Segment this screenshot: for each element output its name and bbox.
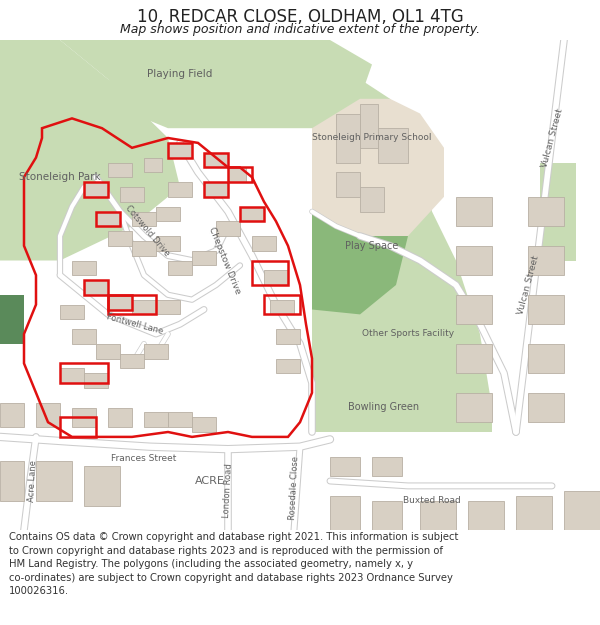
Polygon shape: [60, 40, 372, 128]
Polygon shape: [276, 329, 300, 344]
Polygon shape: [204, 152, 228, 168]
Polygon shape: [468, 501, 504, 530]
Text: Other Sports Facility: Other Sports Facility: [362, 329, 454, 339]
Text: Stoneleigh Park: Stoneleigh Park: [19, 173, 101, 182]
Text: Stoneleigh Primary School: Stoneleigh Primary School: [312, 134, 432, 142]
Text: Vulcan Street: Vulcan Street: [516, 254, 540, 316]
Polygon shape: [528, 392, 564, 422]
Polygon shape: [84, 466, 120, 506]
Polygon shape: [132, 300, 156, 314]
Text: Play Space: Play Space: [346, 241, 398, 251]
Polygon shape: [228, 168, 246, 182]
Polygon shape: [108, 162, 132, 177]
Polygon shape: [540, 162, 576, 261]
Polygon shape: [36, 402, 60, 427]
Text: Frances Street: Frances Street: [112, 454, 176, 464]
Polygon shape: [312, 148, 408, 314]
Polygon shape: [192, 418, 216, 432]
Polygon shape: [120, 187, 144, 202]
Polygon shape: [360, 104, 378, 148]
Polygon shape: [528, 246, 564, 275]
Polygon shape: [378, 128, 408, 162]
Polygon shape: [0, 461, 24, 501]
Text: 10, REDCAR CLOSE, OLDHAM, OL1 4TG: 10, REDCAR CLOSE, OLDHAM, OL1 4TG: [137, 8, 463, 26]
Polygon shape: [360, 187, 384, 211]
Polygon shape: [216, 221, 240, 236]
Polygon shape: [528, 344, 564, 373]
Polygon shape: [132, 211, 156, 226]
Polygon shape: [168, 143, 192, 158]
Polygon shape: [144, 158, 162, 172]
Polygon shape: [276, 359, 300, 373]
Polygon shape: [156, 300, 180, 314]
Text: Vulcan Street: Vulcan Street: [540, 107, 564, 169]
Polygon shape: [72, 408, 96, 427]
Text: Rosedale Close: Rosedale Close: [288, 456, 300, 521]
Text: Acre Lane: Acre Lane: [28, 460, 38, 502]
Polygon shape: [0, 295, 24, 344]
Polygon shape: [312, 99, 444, 236]
Polygon shape: [264, 270, 288, 285]
Polygon shape: [168, 412, 192, 427]
Text: London Road: London Road: [222, 463, 234, 518]
Polygon shape: [144, 344, 168, 359]
Polygon shape: [132, 241, 156, 256]
Polygon shape: [456, 392, 492, 422]
Polygon shape: [108, 408, 132, 427]
Polygon shape: [168, 182, 192, 197]
Polygon shape: [108, 295, 132, 309]
Text: ACRE: ACRE: [195, 476, 225, 486]
Polygon shape: [156, 207, 180, 221]
Polygon shape: [420, 501, 456, 530]
Polygon shape: [60, 304, 84, 319]
Polygon shape: [168, 261, 192, 275]
Polygon shape: [336, 114, 360, 162]
Polygon shape: [330, 496, 360, 530]
Polygon shape: [516, 496, 552, 530]
Text: Bowling Green: Bowling Green: [349, 402, 419, 412]
Polygon shape: [60, 368, 84, 383]
Polygon shape: [72, 329, 96, 344]
Polygon shape: [336, 173, 360, 197]
Text: Buxted Road: Buxted Road: [403, 496, 461, 505]
Polygon shape: [96, 211, 120, 226]
Polygon shape: [192, 251, 216, 266]
Polygon shape: [240, 207, 264, 221]
Text: Chepstow Drive: Chepstow Drive: [208, 226, 242, 296]
Polygon shape: [96, 344, 120, 359]
Polygon shape: [528, 197, 564, 226]
Text: Playing Field: Playing Field: [148, 69, 212, 79]
Polygon shape: [36, 461, 72, 501]
Polygon shape: [120, 354, 144, 368]
Polygon shape: [456, 295, 492, 324]
Polygon shape: [144, 412, 168, 427]
Polygon shape: [84, 280, 108, 295]
Text: Contains OS data © Crown copyright and database right 2021. This information is : Contains OS data © Crown copyright and d…: [9, 532, 458, 596]
Polygon shape: [204, 182, 228, 197]
Polygon shape: [0, 402, 24, 427]
Polygon shape: [372, 501, 402, 530]
Polygon shape: [84, 373, 108, 388]
Polygon shape: [84, 182, 108, 197]
Polygon shape: [270, 300, 294, 314]
Polygon shape: [156, 236, 180, 251]
Text: Map shows position and indicative extent of the property.: Map shows position and indicative extent…: [120, 23, 480, 36]
Polygon shape: [456, 197, 492, 226]
Polygon shape: [564, 491, 600, 530]
Polygon shape: [372, 456, 402, 476]
Polygon shape: [330, 456, 360, 476]
Text: Fontwell Lane: Fontwell Lane: [106, 312, 164, 336]
Polygon shape: [312, 79, 492, 432]
Polygon shape: [108, 231, 132, 246]
Text: Cotswold Drive: Cotswold Drive: [123, 204, 171, 258]
Polygon shape: [456, 344, 492, 373]
Polygon shape: [528, 295, 564, 324]
Polygon shape: [456, 246, 492, 275]
Polygon shape: [72, 261, 96, 275]
Polygon shape: [252, 236, 276, 251]
Polygon shape: [0, 40, 180, 261]
